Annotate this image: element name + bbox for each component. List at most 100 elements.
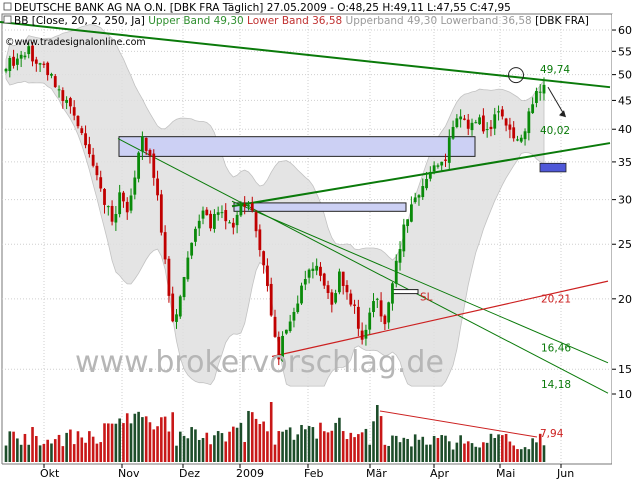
volume-bar (482, 442, 485, 462)
x-tick-label: Mai (496, 467, 515, 480)
volume-bar (148, 422, 152, 462)
candle-down (322, 273, 326, 286)
volume-trend-label: 7,94 (540, 428, 564, 440)
candle-up (201, 210, 205, 219)
candle-down (262, 251, 266, 266)
candle-down (231, 222, 235, 228)
level-label: 40,02 (540, 125, 570, 137)
volume-bar (364, 428, 368, 462)
volume-bar (42, 443, 46, 462)
lower-trend-line (117, 138, 609, 394)
candle-down (61, 90, 65, 102)
candle-up (137, 152, 141, 179)
volume-bar (497, 434, 500, 462)
volume-bar (72, 444, 76, 462)
volume-bar (178, 431, 182, 462)
candle-down (103, 188, 106, 205)
candle-down (349, 293, 353, 305)
candle-up (493, 114, 497, 129)
candle-up (455, 118, 459, 128)
y-tick-label: 60 (618, 24, 632, 37)
volume-bar (383, 444, 387, 462)
candle-down (254, 212, 258, 232)
stop-loss-label: SL (420, 291, 433, 303)
volume-bar (141, 417, 144, 462)
volume-bar (334, 422, 337, 462)
volume-bar (485, 442, 489, 462)
y-tick-label: 25 (618, 238, 632, 251)
symbol-icon (3, 2, 12, 11)
candle-down (383, 315, 387, 325)
volume-bar (27, 444, 31, 462)
volume-bar (531, 438, 534, 462)
candle-up (425, 179, 428, 189)
volume-bar (103, 423, 106, 462)
candle-up (216, 212, 220, 215)
volume-bar (114, 423, 118, 462)
candle-up (334, 293, 338, 303)
volume-bar (262, 421, 265, 462)
candle-up (114, 213, 118, 223)
volume-bar (182, 435, 186, 462)
candle-up (527, 111, 531, 134)
candle-down (277, 336, 281, 360)
y-tick-label: 10 (618, 388, 632, 401)
volume-bar (489, 433, 493, 462)
volume-bar (273, 444, 277, 462)
volume-bar (122, 423, 125, 462)
legend-part: Upperband 49,30 Lowerband 36,58 (346, 15, 536, 27)
candle-up (247, 204, 250, 206)
stop-loss-marker (391, 289, 419, 295)
candle-down (87, 144, 91, 155)
volume-bar (160, 417, 163, 462)
candle-up (311, 268, 315, 272)
volume-bar (133, 413, 137, 462)
candle-up (178, 296, 182, 317)
volume-bar (95, 443, 99, 462)
candle-down (95, 165, 99, 176)
candle-down (148, 149, 152, 156)
y-axis (612, 29, 616, 395)
legend-part: BB [Close, 20, 2, 250, Ja] (14, 15, 148, 27)
candle-down (356, 306, 360, 329)
candle-down (144, 137, 148, 151)
candle-up (542, 84, 546, 94)
volume-bar (190, 427, 193, 462)
candle-down (209, 213, 212, 229)
candle-down (345, 284, 349, 293)
volume-bar (31, 427, 34, 462)
candle-up (409, 204, 413, 222)
volume-bar (209, 444, 212, 462)
candle-up (57, 89, 61, 91)
candle-up (447, 137, 451, 163)
candle-up (387, 302, 391, 323)
volume-bar (470, 443, 474, 462)
volume-bar (508, 441, 512, 462)
volume-bar (319, 422, 322, 462)
x-tick-label: Okt (40, 467, 60, 480)
volume-bar (152, 429, 156, 462)
volume-bar (307, 426, 311, 462)
volume-bar (205, 432, 209, 462)
volume-bar (216, 431, 220, 462)
forecast-arrow-head (559, 110, 566, 118)
candle-up (315, 265, 319, 271)
volume-bar (266, 431, 269, 462)
candle-up (531, 104, 535, 114)
candle-down (122, 192, 125, 202)
candle-down (481, 115, 485, 132)
target-zone (539, 162, 567, 173)
candle-up (428, 171, 432, 179)
volume-bar (57, 434, 61, 462)
volume-bar (311, 427, 315, 462)
volume-bar (53, 439, 57, 462)
volume-bar (436, 437, 440, 462)
y-tick-label: 45 (618, 94, 632, 107)
candle-down (53, 76, 57, 88)
candle-up (296, 303, 300, 313)
volume-bar (459, 435, 462, 462)
candle-up (398, 249, 402, 263)
volume-bar (516, 449, 519, 462)
volume-bar (512, 445, 515, 462)
